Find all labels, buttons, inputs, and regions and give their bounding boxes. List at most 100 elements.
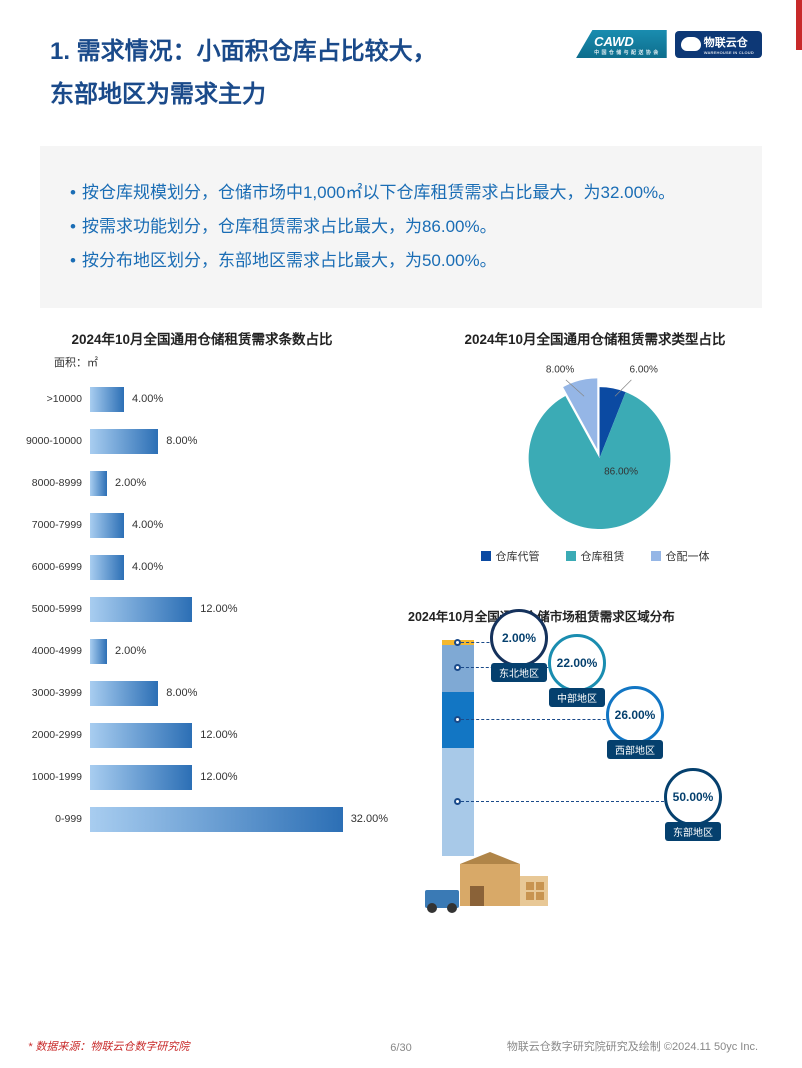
bar-value-label: 2.00% bbox=[115, 477, 146, 489]
region-label: 中部地区 bbox=[549, 688, 605, 707]
bar-category-label: 7000-7999 bbox=[16, 519, 90, 531]
callout-dot bbox=[454, 798, 461, 805]
bar-row: 3000-39998.00% bbox=[16, 672, 388, 714]
region-label: 东北地区 bbox=[491, 663, 547, 682]
pie-data-label: 86.00% bbox=[604, 467, 638, 478]
bar-track: 4.00% bbox=[90, 387, 388, 412]
bar-row: 0-99932.00% bbox=[16, 798, 388, 840]
region-label: 西部地区 bbox=[607, 740, 663, 759]
summary-text: 按仓库规模划分，仓储市场中1,000㎡以下仓库租赁需求占比最大，为32.00%。 bbox=[82, 176, 675, 210]
bar-row: 1000-199912.00% bbox=[16, 756, 388, 798]
bar-row: 4000-4999 2.00% bbox=[16, 630, 388, 672]
legend-item: 仓配一体 bbox=[651, 548, 710, 564]
bar-fill bbox=[90, 555, 124, 580]
bar-row: 9000-100008.00% bbox=[16, 420, 388, 462]
logo-cawd: CAWD 中 国 仓 储 与 配 送 协 会 bbox=[576, 30, 667, 58]
region-percent: 22.00% bbox=[548, 634, 606, 692]
bar-category-label: 6000-6999 bbox=[16, 561, 90, 573]
bar-fill bbox=[90, 597, 192, 622]
bar-chart-title: 2024年10月全国通用仓储租赁需求条数占比 bbox=[12, 328, 392, 348]
bar-fill bbox=[90, 765, 192, 790]
summary-item: •按需求功能划分，仓库租赁需求占比最大，为86.00%。 bbox=[70, 210, 732, 244]
callout-dot bbox=[454, 639, 461, 646]
bar-track: 2.00% bbox=[90, 471, 388, 496]
bar-category-label: 1000-1999 bbox=[16, 771, 90, 783]
legend-swatch bbox=[481, 551, 491, 561]
bar-track: 4.00% bbox=[90, 555, 388, 580]
region-bubble: 2.00%东北地区 bbox=[490, 609, 548, 682]
logo-wlyc-text: 物联云仓 bbox=[704, 37, 748, 49]
callout-dot bbox=[454, 664, 461, 671]
pie-legend: 仓库代管仓库租赁仓配一体 bbox=[481, 548, 710, 564]
region-chart-panel: 2024年10月全国通用仓储市场租赁需求区域分布 2.00%东北地区22.00%… bbox=[400, 606, 790, 916]
bar-fill bbox=[90, 387, 124, 412]
logo-cawd-sub: 中 国 仓 储 与 配 送 协 会 bbox=[594, 49, 659, 56]
page-title-line1: 1. 需求情况：小面积仓库占比较大， bbox=[50, 30, 576, 73]
bar-category-label: 9000-10000 bbox=[16, 435, 90, 447]
bar-value-label: 8.00% bbox=[166, 687, 197, 699]
summary-item: •按仓库规模划分，仓储市场中1,000㎡以下仓库租赁需求占比最大，为32.00%… bbox=[70, 176, 732, 210]
region-bubble: 26.00%西部地区 bbox=[606, 686, 664, 759]
footer-credit: 物联云仓数字研究院研究及绘制 ©2024.11 50yc Inc. bbox=[507, 1038, 758, 1054]
bar-value-label: 12.00% bbox=[200, 603, 237, 615]
region-bubble: 50.00%东部地区 bbox=[664, 768, 722, 841]
cloud-icon bbox=[681, 37, 701, 51]
region-percent: 26.00% bbox=[606, 686, 664, 744]
bar-value-label: 12.00% bbox=[200, 729, 237, 741]
pie-slice bbox=[529, 393, 671, 530]
bar-category-label: 2000-2999 bbox=[16, 729, 90, 741]
summary-text: 按需求功能划分，仓库租赁需求占比最大，为86.00%。 bbox=[82, 210, 497, 244]
logo-wlyc: 物联云仓 WAREHOUSE IN CLOUD bbox=[675, 31, 762, 58]
legend-swatch bbox=[651, 551, 661, 561]
charts-row: 2024年10月全国通用仓储租赁需求条数占比 面积：㎡ >10000 4.00% 9… bbox=[0, 328, 802, 916]
bar-category-label: 5000-5999 bbox=[16, 603, 90, 615]
callout-line bbox=[461, 801, 694, 802]
footer-page: 6/30 bbox=[390, 1042, 411, 1054]
bar-chart-axis-label: 面积：㎡ bbox=[54, 354, 388, 370]
right-charts: 2024年10月全国通用仓储租赁需求类型占比 8.00% 6.00% 86.00% … bbox=[400, 328, 790, 916]
summary-panel: •按仓库规模划分，仓储市场中1,000㎡以下仓库租赁需求占比最大，为32.00%… bbox=[40, 146, 762, 308]
bar-row: 6000-69994.00% bbox=[16, 546, 388, 588]
bar-fill bbox=[90, 807, 343, 832]
bar-row: 7000-7999 4.00% bbox=[16, 504, 388, 546]
bar-track: 4.00% bbox=[90, 513, 388, 538]
summary-item: •按分布地区划分，东部地区需求占比最大，为50.00%。 bbox=[70, 244, 732, 278]
region-bubble: 22.00%中部地区 bbox=[548, 634, 606, 707]
bar-chart: 面积：㎡ >100004.00%9000-100008.00%8000-8999… bbox=[12, 354, 392, 840]
bar-track: 32.00% bbox=[90, 807, 388, 832]
bar-value-label: 4.00% bbox=[132, 519, 163, 531]
footer: * 数据来源：物联云仓数字研究院 6/30 物联云仓数字研究院研究及绘制 ©20… bbox=[0, 1038, 802, 1054]
bullet-icon: • bbox=[70, 244, 76, 278]
bullet-icon: • bbox=[70, 176, 76, 210]
bar-row: 8000-89992.00% bbox=[16, 462, 388, 504]
header: 1. 需求情况：小面积仓库占比较大， 东部地区为需求主力 CAWD 中 国 仓 … bbox=[0, 0, 802, 126]
legend-item: 仓库代管 bbox=[481, 548, 540, 564]
bar-fill bbox=[90, 429, 158, 454]
bar-row: 2000-2999 12.00% bbox=[16, 714, 388, 756]
bar-category-label: 4000-4999 bbox=[16, 645, 90, 657]
bar-rows: >100004.00%9000-100008.00%8000-89992.00%… bbox=[16, 378, 388, 840]
legend-swatch bbox=[566, 551, 576, 561]
bar-value-label: 32.00% bbox=[351, 813, 388, 825]
region-chart-title: 2024年10月全国通用仓储市场租赁需求区域分布 bbox=[400, 606, 790, 625]
bar-track: 8.00% bbox=[90, 429, 388, 454]
pie-chart: 8.00% 6.00% 86.00% 仓库代管仓库租赁仓配一体 bbox=[400, 354, 790, 594]
bar-fill bbox=[90, 681, 158, 706]
pie-chart-panel: 2024年10月全国通用仓储租赁需求类型占比 8.00% 6.00% 86.00% … bbox=[400, 328, 790, 594]
bar-track: 12.00% bbox=[90, 597, 388, 622]
bar-track: 8.00% bbox=[90, 681, 388, 706]
summary-text: 按分布地区划分，东部地区需求占比最大，为50.00%。 bbox=[82, 244, 497, 278]
logo-wlyc-sub: WAREHOUSE IN CLOUD bbox=[704, 50, 754, 55]
bar-value-label: 2.00% bbox=[115, 645, 146, 657]
accent-stripe bbox=[796, 0, 802, 50]
pie-data-label: 8.00% bbox=[546, 365, 574, 376]
warehouse-icon bbox=[420, 846, 570, 916]
logo-group: CAWD 中 国 仓 储 与 配 送 协 会 物联云仓 WAREHOUSE IN… bbox=[576, 30, 762, 58]
pie-chart-title: 2024年10月全国通用仓储租赁需求类型占比 bbox=[400, 328, 790, 348]
bar-value-label: 4.00% bbox=[132, 393, 163, 405]
region-callout bbox=[454, 798, 694, 805]
bar-track: 12.00% bbox=[90, 765, 388, 790]
bar-category-label: >10000 bbox=[16, 393, 90, 405]
pie-data-label: 6.00% bbox=[630, 365, 658, 376]
logo-cawd-text: CAWD bbox=[594, 34, 634, 49]
